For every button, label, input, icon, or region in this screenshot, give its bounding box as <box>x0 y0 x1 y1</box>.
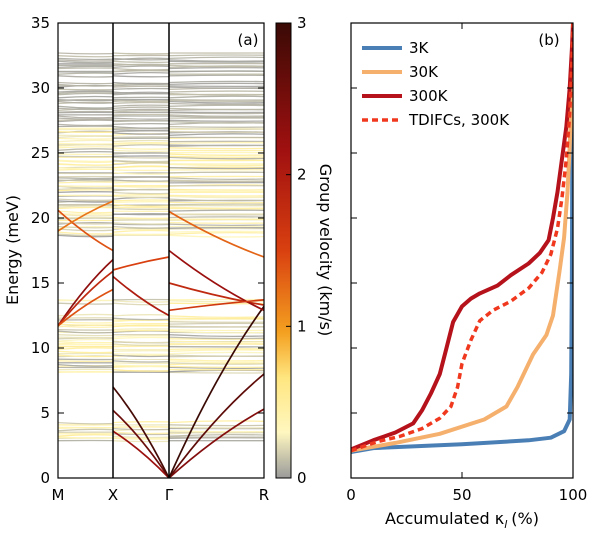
flat-band <box>113 195 169 196</box>
flat-band <box>113 186 169 187</box>
flat-band <box>113 143 169 144</box>
colorbar: 0 1 2 3 Group velocity (km/s) <box>276 14 335 487</box>
flat-band <box>58 186 113 187</box>
flat-band <box>169 425 264 426</box>
flat-band <box>113 214 169 215</box>
x-tick-label: 100 <box>559 486 588 504</box>
y-tick-label: 30 <box>31 79 50 97</box>
flat-band <box>58 111 113 112</box>
flat-band <box>58 89 113 90</box>
flat-band <box>169 349 264 350</box>
y-tick-label: 25 <box>31 144 50 162</box>
panel-a-ylabel: Energy (meV) <box>3 195 22 305</box>
panel-a-dispersion: 0 5 10 15 20 25 30 35 M X Γ R Energy (meV) (a) <box>3 14 269 504</box>
flat-band <box>113 120 169 121</box>
flat-band <box>113 330 169 331</box>
flat-band <box>58 138 113 139</box>
x-tick-label: M <box>52 486 65 504</box>
flat-band <box>169 217 264 218</box>
x-tick-label: Γ <box>165 486 174 504</box>
legend-label: 300K <box>409 87 449 105</box>
flat-band <box>113 97 169 98</box>
flat-band <box>169 100 264 101</box>
x-tick-label: 50 <box>452 486 471 504</box>
flat-band <box>169 148 264 149</box>
flat-band <box>113 130 169 131</box>
xlabel-unit: (%) <box>511 509 539 528</box>
flat-band <box>113 329 169 330</box>
colorbar-tick-label: 3 <box>297 14 307 32</box>
flat-band <box>169 223 264 224</box>
panel-a-label: (a) <box>238 31 259 49</box>
colorbar-tick-label: 1 <box>297 317 307 335</box>
flat-band <box>169 432 264 433</box>
flat-band <box>113 363 169 364</box>
flat-band <box>113 220 169 221</box>
y-tick-label: 0 <box>40 469 50 487</box>
flat-band <box>169 145 264 146</box>
flat-band <box>113 114 169 115</box>
colorbar-tick-label: 0 <box>297 469 307 487</box>
flat-band <box>113 157 169 158</box>
flat-band <box>113 124 169 125</box>
flat-band <box>169 228 264 229</box>
flat-band <box>58 178 113 179</box>
flat-band <box>58 192 113 193</box>
xlabel-kappa: Accumulated κ <box>385 509 505 528</box>
colorbar-tick-label: 2 <box>297 166 307 184</box>
flat-band <box>169 132 264 133</box>
colorbar-gradient <box>276 23 291 478</box>
flat-band <box>169 75 264 76</box>
legend-label: 3K <box>409 39 430 57</box>
flat-band <box>58 143 113 144</box>
flat-band <box>169 172 264 173</box>
y-tick-label: 35 <box>31 14 50 32</box>
flat-band <box>113 89 169 90</box>
flat-band <box>169 372 264 373</box>
flat-band <box>58 337 113 338</box>
flat-band <box>113 351 169 352</box>
panel-b-label: (b) <box>538 31 559 49</box>
y-tick-label: 5 <box>40 404 50 422</box>
xlabel-subscript: l <box>504 518 507 531</box>
flat-band <box>58 132 113 133</box>
flat-band <box>58 361 113 362</box>
panel-b-accumulated-kappa: 0 50 100 Accumulated κl (%) (b) 3K 30K 300K TD… <box>346 23 587 531</box>
legend-label: 30K <box>409 63 439 81</box>
flat-band <box>169 195 264 196</box>
panel-b-xlabel: Accumulated κl (%) <box>385 509 539 531</box>
flat-band <box>58 330 113 331</box>
flat-band <box>169 127 264 128</box>
x-tick-label: X <box>108 486 118 504</box>
x-tick-label: R <box>259 486 269 504</box>
y-tick-label: 15 <box>31 274 50 292</box>
colorbar-label: Group velocity (km/s) <box>316 164 335 336</box>
y-tick-label: 10 <box>31 339 50 357</box>
flat-band <box>169 143 264 144</box>
flat-band <box>169 427 264 428</box>
flat-band <box>169 323 264 324</box>
x-tick-label: 0 <box>346 486 356 504</box>
y-tick-label: 20 <box>31 209 50 227</box>
flat-band <box>169 55 264 56</box>
flat-band <box>169 322 264 323</box>
legend-label: TDIFCs, 300K <box>408 111 510 129</box>
flat-band <box>113 202 169 203</box>
flat-band <box>169 189 264 190</box>
flat-band <box>58 68 113 69</box>
flat-band <box>169 168 264 169</box>
